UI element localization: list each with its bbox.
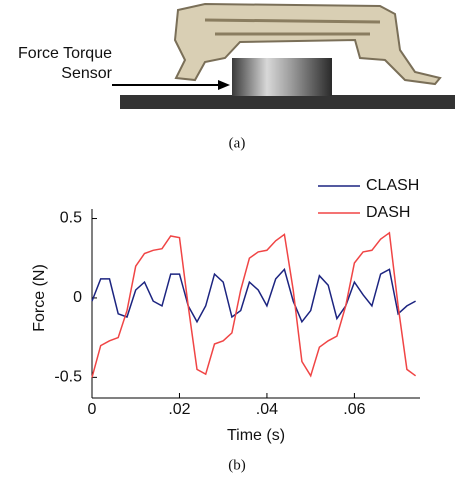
caption-a: (a) xyxy=(229,135,246,151)
caption-b: (b) xyxy=(228,457,246,473)
y-tick-label: 0 xyxy=(73,289,82,306)
sensor-label: Force Torque Sensor xyxy=(18,45,112,82)
y-tick-label: -0.5 xyxy=(54,369,82,386)
x-tick-label: .06 xyxy=(343,401,365,418)
series-line xyxy=(91,231,417,378)
legend-label: CLASH xyxy=(366,177,419,194)
y-tick-label: 0.5 xyxy=(60,210,82,227)
y-axis-label: Force (N) xyxy=(31,264,48,332)
legend-label: DASH xyxy=(366,204,410,221)
gripper xyxy=(173,2,442,86)
x-tick-label: .02 xyxy=(168,401,190,418)
x-tick-label: .04 xyxy=(256,401,278,418)
photo xyxy=(112,2,455,109)
series-line xyxy=(91,267,416,324)
table-plate xyxy=(120,95,455,109)
gripper-detail xyxy=(204,18,381,36)
sensor-cylinder xyxy=(232,58,332,96)
x-tick-label: 0 xyxy=(88,401,97,418)
x-axis-label: Time (s) xyxy=(227,427,285,444)
arrow-head xyxy=(218,80,230,90)
